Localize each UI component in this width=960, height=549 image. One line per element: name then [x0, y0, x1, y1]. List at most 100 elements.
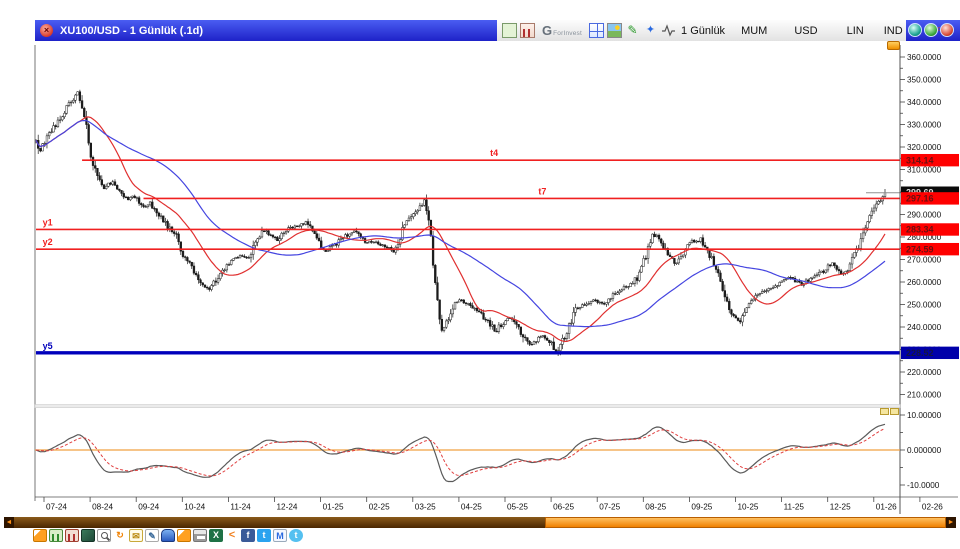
twitter-icon[interactable]: t [257, 529, 271, 542]
msn-icon[interactable]: M [273, 529, 287, 542]
month-label: 02-25 [369, 503, 390, 512]
indicator-close-button[interactable] [890, 408, 899, 415]
svg-text:330.0000: 330.0000 [907, 121, 942, 130]
level-lines: t4 t7 y1 y2 y5 [36, 148, 900, 355]
svg-text:360.0000: 360.0000 [907, 53, 942, 62]
window-close-icon[interactable]: × [40, 24, 53, 37]
window-title: XU100/USD - 1 Günlük (.1d) [60, 24, 204, 37]
month-label: 11-25 [784, 503, 805, 512]
month-label: 12-25 [830, 503, 851, 512]
scale-menu[interactable]: LIN [846, 24, 864, 37]
forinvest-logo-text: ForInvest [553, 30, 583, 37]
svg-text:220.0000: 220.0000 [907, 368, 942, 377]
svg-text:350.0000: 350.0000 [907, 76, 942, 85]
indicator-menu[interactable]: IND [883, 24, 903, 37]
currency-menu[interactable]: USD [794, 24, 818, 37]
refresh-icon[interactable]: ↻ [113, 529, 127, 542]
month-label: 07-25 [599, 503, 620, 512]
chart-window-icon[interactable] [589, 23, 605, 38]
candlestick-series [35, 89, 887, 357]
indicator-axis: 10.00000 0.000000 -10.0000 [900, 411, 942, 490]
svg-text:10.00000: 10.00000 [907, 411, 942, 420]
facebook-icon[interactable]: f [241, 529, 255, 542]
month-label: 05-25 [507, 503, 528, 512]
edit-icon[interactable]: ✎ [145, 529, 159, 542]
chart-red-icon[interactable] [520, 23, 535, 38]
indicator-series [35, 423, 886, 483]
scrollbar-track-elapsed[interactable] [14, 517, 545, 528]
month-label: 10-24 [184, 503, 205, 512]
main-toolbar: G ForInvest ✎ ✦ 1 Günlük MUM USD LIN IND… [497, 20, 941, 41]
scroll-left-icon[interactable]: ◄ [4, 517, 14, 528]
wave-icon[interactable] [661, 23, 676, 38]
timeframe-menu[interactable]: 1 Günlük [681, 24, 726, 37]
svg-text:280.0000: 280.0000 [907, 233, 942, 242]
month-label: 01-26 [876, 503, 897, 512]
restore-button[interactable] [924, 23, 938, 37]
pane-separator[interactable] [34, 404, 901, 408]
svg-text:340.0000: 340.0000 [907, 98, 942, 107]
svg-text:283.34: 283.34 [906, 225, 934, 235]
twitter-circle-icon[interactable]: t [289, 529, 303, 542]
level-label-t7: t7 [538, 186, 546, 196]
indicator-signal-line [35, 427, 886, 477]
scroll-right-icon[interactable]: ► [946, 517, 956, 528]
chart-green-icon[interactable] [502, 23, 517, 38]
time-scrollbar[interactable]: ◄ ► [4, 517, 956, 528]
compass-icon[interactable]: ✦ [645, 24, 656, 36]
svg-text:228.52: 228.52 [906, 348, 934, 358]
month-label: 01-25 [323, 503, 344, 512]
main-chart-pane[interactable] [35, 45, 900, 405]
month-label: 12-24 [277, 503, 298, 512]
window-buttons [908, 23, 954, 37]
month-label: 02-26 [922, 503, 943, 512]
level-label-y1: y1 [43, 217, 53, 227]
indicator-pane[interactable] [35, 408, 900, 498]
search-icon[interactable] [97, 529, 111, 542]
close-button[interactable] [940, 23, 954, 37]
month-label: 11-24 [230, 503, 251, 512]
svg-text:-10.0000: -10.0000 [907, 481, 940, 490]
month-label: 03-25 [415, 503, 436, 512]
month-label: 09-25 [691, 503, 712, 512]
database-icon[interactable] [161, 529, 175, 542]
svg-text:270.0000: 270.0000 [907, 256, 942, 265]
notification-badge [887, 41, 900, 50]
printer-icon[interactable] [193, 529, 207, 542]
chart-red-icon[interactable] [65, 529, 79, 542]
forinvest-logo: G ForInvest [542, 23, 582, 38]
scrollbar-thumb[interactable] [545, 517, 946, 528]
svg-text:320.0000: 320.0000 [907, 143, 942, 152]
chart-green-icon[interactable] [49, 529, 63, 542]
new-window-icon[interactable] [33, 529, 47, 542]
level-price-box-t4 [901, 153, 959, 167]
level-price-box-y5 [901, 346, 959, 360]
svg-text:0.000000: 0.000000 [907, 446, 942, 455]
image-icon[interactable] [607, 23, 623, 38]
pencil-icon[interactable]: ✎ [627, 23, 638, 37]
chart-dark-icon[interactable] [81, 529, 95, 542]
level-price-box-y2 [901, 242, 959, 256]
svg-text:310.0000: 310.0000 [907, 166, 942, 175]
svg-text:290.0000: 290.0000 [907, 211, 942, 220]
indicator-pane-buttons [880, 408, 899, 415]
month-label: 09-24 [138, 503, 159, 512]
minimize-button[interactable] [908, 23, 922, 37]
forinvest-logo-g: G [542, 23, 553, 38]
mail-icon[interactable]: ✉ [129, 529, 143, 542]
level-label-y5: y5 [43, 341, 53, 351]
excel-icon[interactable]: X [209, 529, 223, 542]
share-icon[interactable]: < [228, 529, 236, 541]
new-window-2-icon[interactable] [177, 529, 191, 542]
svg-text:240.0000: 240.0000 [907, 323, 942, 332]
ma-slow-line [35, 119, 886, 328]
indicator-settings-button[interactable] [880, 408, 889, 415]
month-label: 06-25 [553, 503, 574, 512]
level-price-box-t7 [901, 192, 959, 205]
svg-text:260.0000: 260.0000 [907, 278, 942, 287]
chart-type-menu[interactable]: MUM [741, 24, 768, 37]
month-label: 07-24 [46, 503, 67, 512]
svg-text:314.14: 314.14 [906, 155, 934, 165]
